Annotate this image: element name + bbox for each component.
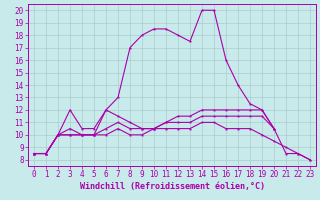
X-axis label: Windchill (Refroidissement éolien,°C): Windchill (Refroidissement éolien,°C) <box>79 182 265 191</box>
